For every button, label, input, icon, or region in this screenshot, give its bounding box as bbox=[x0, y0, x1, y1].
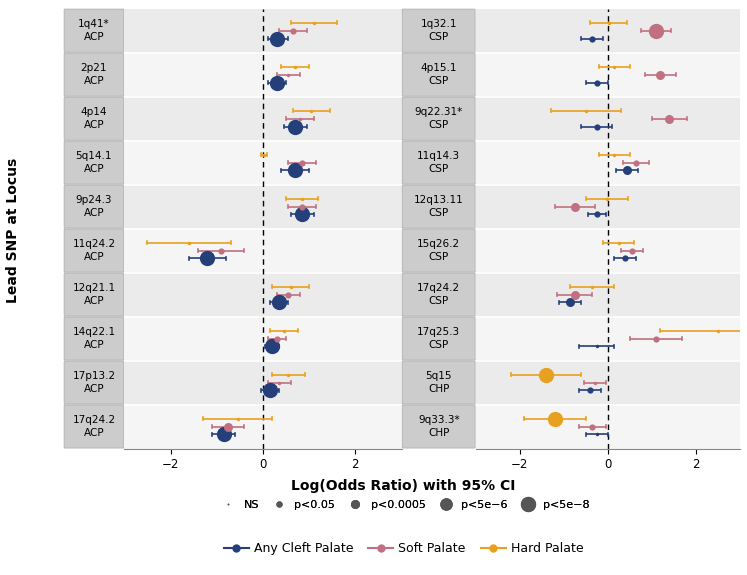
Text: 17q24.2
CSP: 17q24.2 CSP bbox=[417, 283, 460, 306]
FancyBboxPatch shape bbox=[64, 9, 124, 52]
Bar bbox=[124, 361, 402, 405]
FancyBboxPatch shape bbox=[402, 97, 475, 140]
Text: 12q21.1
ACP: 12q21.1 ACP bbox=[72, 283, 116, 306]
Bar bbox=[124, 52, 402, 97]
FancyBboxPatch shape bbox=[64, 405, 124, 448]
FancyBboxPatch shape bbox=[64, 229, 124, 272]
Bar bbox=[124, 9, 402, 52]
Text: 12q13.11
CSP: 12q13.11 CSP bbox=[414, 196, 464, 218]
Bar bbox=[476, 52, 740, 97]
Text: 2p21
ACP: 2p21 ACP bbox=[81, 63, 107, 86]
Text: 4p14
ACP: 4p14 ACP bbox=[81, 108, 107, 130]
FancyBboxPatch shape bbox=[402, 317, 475, 360]
Bar bbox=[476, 273, 740, 316]
Text: 9q22.31*
CSP: 9q22.31* CSP bbox=[415, 108, 463, 130]
Bar bbox=[124, 140, 402, 185]
Bar bbox=[124, 185, 402, 228]
FancyBboxPatch shape bbox=[64, 53, 124, 96]
FancyBboxPatch shape bbox=[64, 273, 124, 316]
Bar bbox=[124, 97, 402, 140]
Bar bbox=[124, 405, 402, 448]
Text: 9q33.3*
CHP: 9q33.3* CHP bbox=[418, 415, 459, 438]
Text: 9p24.3
ACP: 9p24.3 ACP bbox=[75, 196, 112, 218]
Bar bbox=[476, 9, 740, 52]
Bar bbox=[124, 316, 402, 361]
FancyBboxPatch shape bbox=[64, 97, 124, 140]
Bar bbox=[124, 228, 402, 273]
Bar bbox=[476, 405, 740, 448]
Text: 17p13.2
ACP: 17p13.2 ACP bbox=[72, 371, 116, 394]
Text: 17q25.3
CSP: 17q25.3 CSP bbox=[417, 327, 460, 350]
Text: 15q26.2
CSP: 15q26.2 CSP bbox=[417, 239, 460, 262]
FancyBboxPatch shape bbox=[402, 361, 475, 404]
Bar bbox=[476, 316, 740, 361]
FancyBboxPatch shape bbox=[64, 141, 124, 184]
FancyBboxPatch shape bbox=[402, 141, 475, 184]
FancyBboxPatch shape bbox=[64, 317, 124, 360]
FancyBboxPatch shape bbox=[402, 405, 475, 448]
Bar bbox=[124, 273, 402, 316]
Bar bbox=[476, 228, 740, 273]
FancyBboxPatch shape bbox=[402, 229, 475, 272]
FancyBboxPatch shape bbox=[64, 361, 124, 404]
Text: 14q22.1
ACP: 14q22.1 ACP bbox=[72, 327, 116, 350]
Bar bbox=[476, 97, 740, 140]
Text: 5q15
CHP: 5q15 CHP bbox=[426, 371, 452, 394]
Text: 11q14.3
CSP: 11q14.3 CSP bbox=[417, 151, 460, 174]
FancyBboxPatch shape bbox=[402, 185, 475, 228]
Bar bbox=[476, 185, 740, 228]
FancyBboxPatch shape bbox=[402, 273, 475, 316]
Text: 17q24.2
ACP: 17q24.2 ACP bbox=[72, 415, 116, 438]
Text: Lead SNP at Locus: Lead SNP at Locus bbox=[7, 158, 20, 302]
FancyBboxPatch shape bbox=[402, 9, 475, 52]
FancyBboxPatch shape bbox=[402, 53, 475, 96]
Text: 4p15.1
CSP: 4p15.1 CSP bbox=[421, 63, 457, 86]
Text: Log(Odds Ratio) with 95% CI: Log(Odds Ratio) with 95% CI bbox=[291, 479, 515, 493]
Bar bbox=[476, 140, 740, 185]
Bar bbox=[476, 361, 740, 405]
Text: 1q41*
ACP: 1q41* ACP bbox=[78, 20, 110, 42]
FancyBboxPatch shape bbox=[64, 185, 124, 228]
Text: 5q14.1
ACP: 5q14.1 ACP bbox=[75, 151, 112, 174]
Legend: Any Cleft Palate, Soft Palate, Hard Palate: Any Cleft Palate, Soft Palate, Hard Pala… bbox=[219, 537, 588, 560]
Text: 11q24.2
ACP: 11q24.2 ACP bbox=[72, 239, 116, 262]
Text: 1q32.1
CSP: 1q32.1 CSP bbox=[421, 20, 457, 42]
Legend: NS, p<0.05, p<0.0005, p<5e−6, p<5e−8: NS, p<0.05, p<0.0005, p<5e−6, p<5e−8 bbox=[212, 496, 595, 515]
